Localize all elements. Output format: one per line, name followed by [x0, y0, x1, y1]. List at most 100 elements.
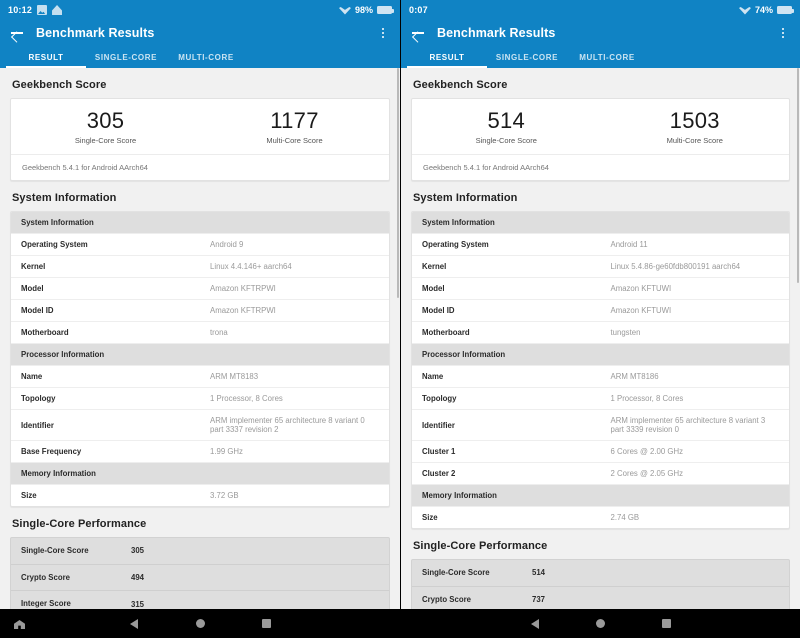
tab-single-core[interactable]: SINGLE-CORE	[495, 52, 559, 62]
table-group-header-label: Memory Information	[412, 484, 789, 508]
tab-single-core[interactable]: SINGLE-CORE	[94, 52, 158, 62]
nav-recents-icon	[261, 619, 271, 628]
status-bar: 10:12 98%	[0, 0, 400, 20]
table-row: Motherboard tungsten	[412, 321, 789, 345]
table-group-header: Memory Information	[11, 462, 389, 486]
table-cell-key: Size	[422, 513, 438, 523]
table-group-header: System Information	[11, 212, 389, 235]
overflow-menu-icon[interactable]	[376, 25, 390, 41]
nav-recents-button[interactable]	[233, 619, 299, 628]
tab-multi-core[interactable]: MULTI-CORE	[579, 52, 635, 62]
table-cell-value: 1 Processor, 8 Cores	[600, 387, 789, 411]
nav-back-icon	[530, 618, 539, 629]
single-core-score-label: Single-Core Score	[74, 136, 137, 146]
table-row: Operating System Android 11	[412, 233, 789, 257]
nav-home-button[interactable]	[568, 619, 634, 628]
vertical-scrollbar[interactable]	[396, 68, 399, 298]
perf-metric-value: 737	[532, 595, 546, 605]
navigation-bar	[401, 609, 800, 638]
perf-metric-name: Single-Core Score	[21, 546, 89, 556]
list-item: Crypto Score 737	[412, 587, 789, 609]
battery-icon	[777, 6, 794, 14]
overflow-menu-icon[interactable]	[776, 25, 790, 41]
perf-metric-value: 315	[131, 599, 145, 609]
table-row: Kernel Linux 4.4.146+ aarch64	[11, 255, 389, 279]
table-cell-value: Amazon KFTRPWI	[200, 277, 389, 301]
device-panel-left: 10:12 98% Benchmark Results RESULT SINGLE-CO…	[0, 0, 400, 638]
table-row: Size 3.72 GB	[11, 485, 389, 507]
nav-back-button[interactable]	[502, 618, 568, 629]
table-group-header-label: Processor Information	[11, 343, 389, 367]
table-group-header: System Information	[412, 212, 789, 235]
home-icon[interactable]	[14, 618, 25, 629]
back-arrow-icon[interactable]	[10, 26, 24, 40]
single-core-score-cell: 305 Single-Core Score	[11, 99, 200, 154]
list-item: Crypto Score 494	[11, 565, 389, 592]
system-information-heading: System Information	[413, 192, 518, 205]
geekbench-score-heading: Geekbench Score	[12, 79, 107, 91]
single-core-performance-heading: Single-Core Performance	[413, 540, 548, 553]
tab-bar: RESULT SINGLE-CORE MULTI-CORE	[401, 46, 800, 68]
table-cell-value: ARM implementer 65 architecture 8 varian…	[600, 409, 789, 442]
perf-metric-value: 305	[131, 546, 145, 556]
status-bar-right: 98%	[338, 5, 394, 15]
single-core-performance-heading: Single-Core Performance	[12, 518, 147, 531]
perf-metric-name: Crypto Score	[422, 594, 471, 604]
table-cell-key: Model ID	[412, 299, 601, 323]
tab-result[interactable]: RESULT	[407, 46, 487, 68]
table-group-header-label: System Information	[412, 212, 789, 235]
table-row: Kernel Linux 5.4.86-ge60fdb800191 aarch64	[412, 255, 789, 279]
table-cell-key: Name	[11, 365, 200, 389]
table-cell-value: Android 9	[200, 233, 389, 257]
tab-result[interactable]: RESULT	[6, 46, 86, 68]
nav-back-button[interactable]	[101, 618, 167, 629]
table-cell-value: Amazon KFTRPWI	[200, 299, 389, 323]
table-cell-value: Linux 5.4.86-ge60fdb800191 aarch64	[600, 255, 789, 279]
table-cell-value: 1.99 GHz	[200, 440, 389, 464]
list-item: Single-Core Score 514	[412, 560, 789, 587]
back-arrow-icon[interactable]	[411, 26, 425, 40]
table-group-header: Memory Information	[412, 484, 789, 508]
table-cell-key: Kernel	[412, 255, 601, 279]
table-row: Topology 1 Processor, 8 Cores	[11, 387, 389, 411]
table-row: Base Frequency 1.99 GHz	[11, 440, 389, 464]
single-core-performance-list: Single-Core Score 305 Crypto Score 494 Integ…	[10, 537, 390, 609]
table-cell-key: Model	[11, 277, 200, 301]
status-time: 10:12	[8, 5, 33, 15]
menu-dot	[781, 31, 785, 35]
menu-dot	[381, 27, 385, 30]
multi-core-score-label: Multi-Core Score	[666, 136, 723, 146]
table-cell-value: trona	[200, 321, 389, 345]
table-cell-key: Model	[412, 277, 601, 301]
multi-core-score-label: Multi-Core Score	[266, 136, 323, 146]
tab-multi-core[interactable]: MULTI-CORE	[178, 52, 234, 62]
perf-metric-name: Integer Score	[21, 599, 71, 609]
nav-home-button[interactable]	[167, 619, 233, 628]
device-panel-right: 0:07 74% Benchmark Results RESULT SINGLE-COR…	[400, 0, 800, 638]
table-cell-value: Android 11	[600, 233, 789, 257]
table-cell-key: Cluster 2	[412, 462, 601, 486]
vertical-scrollbar[interactable]	[796, 68, 799, 283]
battery-percent: 74%	[754, 5, 773, 15]
scroll-content[interactable]: Geekbench Score 514 Single-Core Score 1503 M…	[401, 68, 800, 609]
table-cell-value: Amazon KFTUWI	[600, 277, 789, 301]
multi-core-score-value: 1503	[669, 108, 720, 133]
nav-recents-button[interactable]	[634, 619, 700, 628]
nav-buttons	[502, 618, 700, 629]
table-cell-key: Identifier	[412, 409, 601, 442]
table-cell-value: 1 Processor, 8 Cores	[200, 387, 389, 411]
table-cell-key: Operating System	[412, 233, 601, 257]
menu-dot	[781, 36, 785, 39]
geekbench-version-footer: Geekbench 5.4.1 for Android AArch64	[412, 154, 789, 180]
table-group-header: Processor Information	[412, 343, 789, 367]
system-information-table: System Information Operating System Androi…	[412, 212, 789, 528]
menu-dot	[381, 31, 385, 35]
scroll-content[interactable]: Geekbench Score 305 Single-Core Score 1177 M…	[0, 68, 400, 609]
table-row: Topology 1 Processor, 8 Cores	[412, 387, 789, 411]
table-cell-value: 2.74 GB	[610, 513, 640, 523]
table-cell-key: Motherboard	[11, 321, 200, 345]
system-information-heading: System Information	[12, 192, 117, 205]
table-cell-value: 2 Cores @ 2.05 GHz	[600, 462, 789, 486]
